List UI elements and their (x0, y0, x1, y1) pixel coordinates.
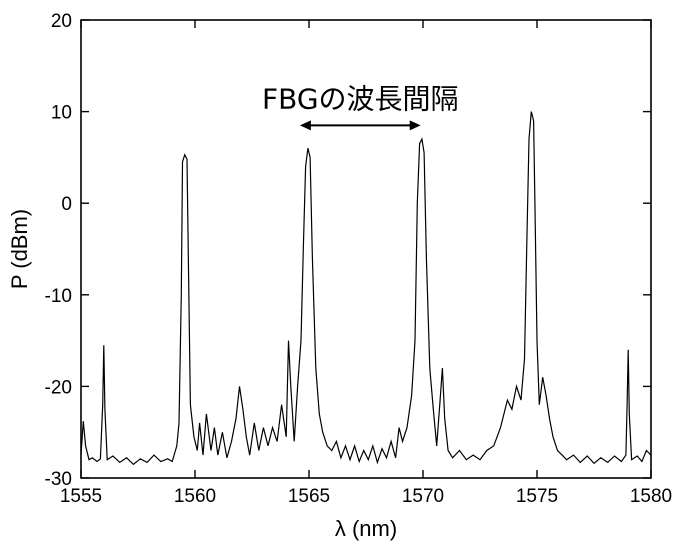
x-tick-label: 1565 (288, 486, 330, 507)
x-tick-label: 1560 (174, 486, 216, 507)
plot-frame (80, 19, 652, 479)
annotation-text: FBGの波長間隔 (262, 82, 459, 115)
y-tick-label: -30 (45, 469, 72, 490)
x-tick-label: 1575 (516, 486, 558, 507)
y-axis-title: P (dBm) (7, 209, 32, 289)
x-axis-title: λ (nm) (335, 516, 397, 541)
annotation-arrowhead-right (409, 120, 421, 131)
y-tick-label: 0 (61, 194, 72, 215)
y-tick-label: -20 (45, 377, 72, 398)
x-tick-label: 1555 (60, 486, 102, 507)
y-tick-label: 20 (51, 11, 72, 32)
tick-label-layer: 1555 1560 1565 1570 1575 1580 -30 -20 -10 0 10 20 (45, 11, 673, 507)
spectrum-line (80, 111, 652, 466)
x-tick-label: 1580 (630, 486, 672, 507)
x-tick-label: 1570 (402, 486, 444, 507)
y-tick-label: -10 (45, 286, 72, 307)
annotation-arrowhead-left (299, 120, 311, 131)
y-tick-label: 10 (51, 103, 72, 124)
